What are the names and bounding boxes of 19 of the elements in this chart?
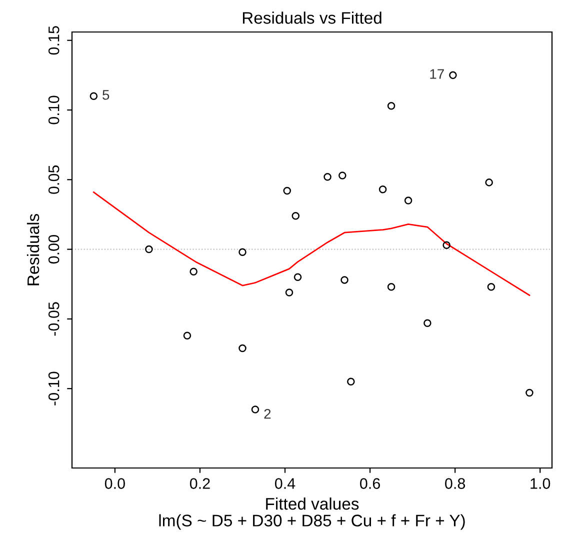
text: lm(S ~ D5 + D30 + D85 + Cu + f + Fr + Y) — [159, 514, 465, 530]
chart-title: Residuals vs Fitted — [242, 12, 382, 24]
x-tick-label: 0.6 — [360, 478, 380, 489]
y-tick-label: 0.10 — [48, 96, 60, 124]
annotation: 2 — [264, 408, 271, 419]
y-tick-label: 0.05 — [48, 165, 60, 194]
x-tick-label: 0.0 — [104, 478, 125, 489]
y-tick-label: -0.05 — [48, 302, 60, 336]
y-tick-label: 0.15 — [48, 26, 60, 55]
annotation: 17 — [430, 69, 444, 79]
x-tick-label: 0.4 — [274, 478, 296, 489]
y-axis-title: Residuals — [26, 214, 40, 286]
y-tick-label: 0.00 — [48, 235, 60, 264]
x-axis-title: Fitted values — [266, 498, 359, 510]
x-tick-label: 1.0 — [530, 478, 550, 489]
y-tick-label: -0.10 — [48, 372, 60, 406]
annotation: 5 — [102, 90, 110, 100]
x-tick-label: 0.2 — [190, 478, 210, 489]
x-tick-label: 0.8 — [445, 478, 466, 489]
